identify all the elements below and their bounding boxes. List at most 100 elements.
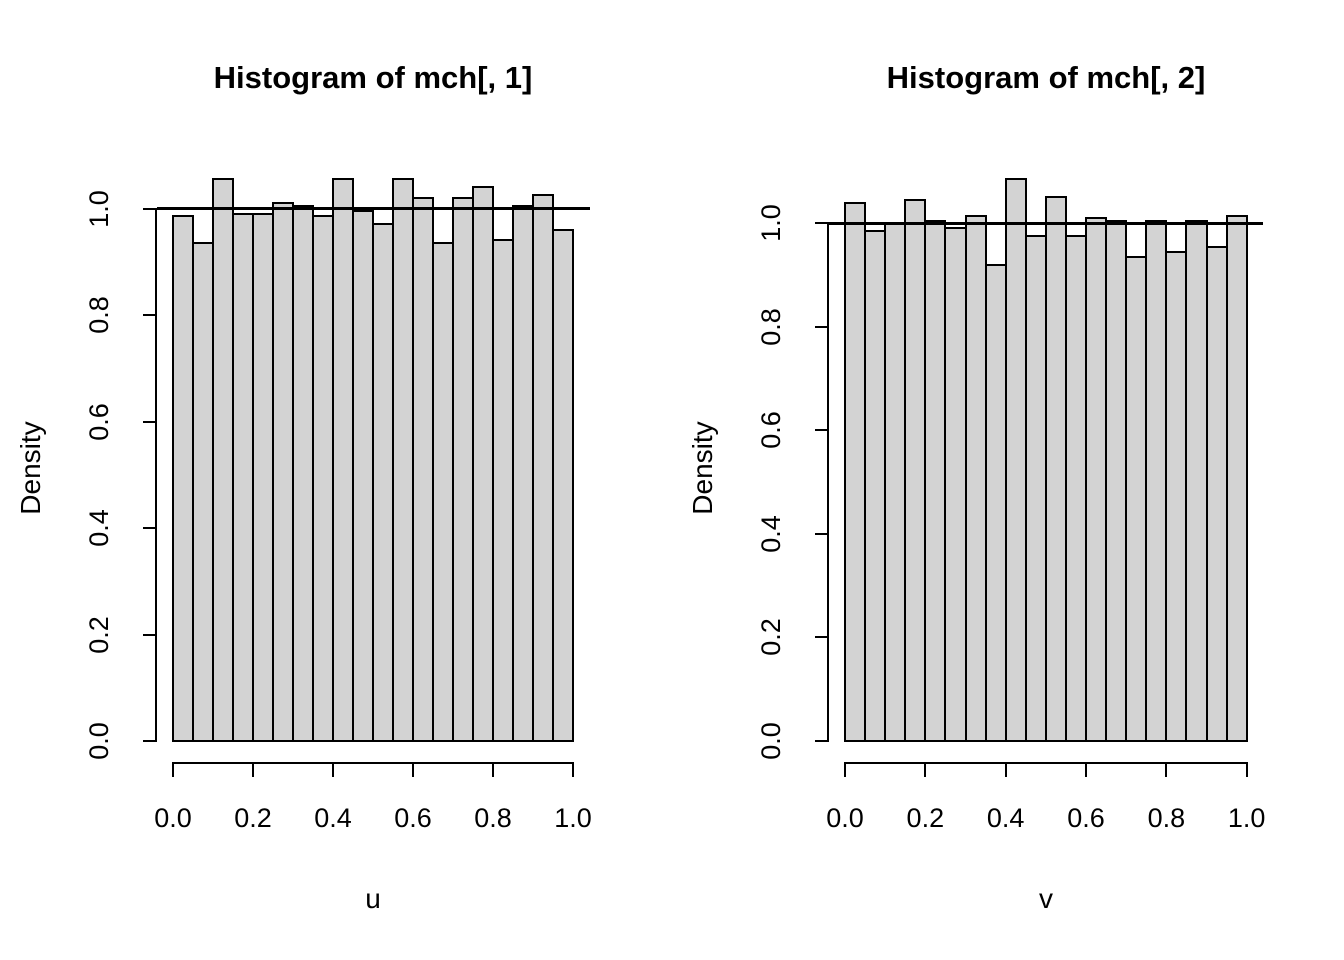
x-axis-tick <box>172 764 174 777</box>
left-plot-title: Histogram of mch[, 1] <box>213 60 533 95</box>
histogram-bar <box>392 178 414 742</box>
x-axis-tick <box>1245 764 1248 777</box>
histogram-bar <box>1206 246 1228 742</box>
y-axis-tick <box>815 325 827 328</box>
right-y-axis-title: Density <box>687 421 718 515</box>
y-tick-label: 0.6 <box>755 411 786 450</box>
histogram-bar <box>172 215 194 742</box>
histogram-bar <box>472 186 494 742</box>
x-tick-label: 1.0 <box>554 803 592 833</box>
histogram-bar <box>1185 220 1208 742</box>
histogram-bar <box>332 178 354 742</box>
histogram-bar <box>212 178 234 742</box>
histogram-bar <box>1125 256 1147 742</box>
histogram-bar <box>844 202 866 742</box>
histogram-bar <box>904 199 926 742</box>
histogram-bar <box>1065 235 1087 742</box>
y-tick-label: 0.2 <box>83 615 114 654</box>
histogram-bar <box>1045 196 1067 742</box>
y-axis-line <box>827 222 829 742</box>
y-axis-tick <box>143 527 155 529</box>
histogram-bar <box>1165 251 1187 742</box>
histogram-bar <box>492 239 514 742</box>
x-axis-tick <box>1004 764 1007 777</box>
y-tick-label: 0.4 <box>83 509 114 547</box>
y-tick-label: 0.4 <box>755 515 786 553</box>
x-axis-tick <box>332 764 334 777</box>
x-tick-label: 0.6 <box>394 803 432 833</box>
x-axis-tick <box>252 764 254 777</box>
histogram-bar <box>864 230 886 742</box>
x-tick-label: 0.2 <box>234 803 272 833</box>
y-axis-tick <box>815 636 827 639</box>
x-tick-label: 0.0 <box>154 803 192 833</box>
y-tick-label: 0.2 <box>755 618 786 657</box>
histogram-bar <box>252 213 274 742</box>
x-tick-label: 0.4 <box>314 803 352 833</box>
x-axis-tick <box>572 764 574 777</box>
left-x-axis-title: u <box>365 883 381 914</box>
right-plot-title: Histogram of mch[, 2] <box>886 60 1206 95</box>
histogram-bar <box>985 264 1007 742</box>
y-axis-tick <box>815 740 827 742</box>
reference-line <box>157 207 590 210</box>
y-axis-tick <box>143 740 155 742</box>
x-axis-tick <box>924 764 927 777</box>
y-tick-label: 0.0 <box>755 722 786 760</box>
x-axis-tick <box>844 764 846 777</box>
x-axis-tick <box>1165 764 1168 777</box>
y-tick-label: 1.0 <box>83 189 114 228</box>
histogram-bar <box>512 205 534 742</box>
right-x-axis-title: v <box>1039 883 1053 914</box>
y-tick-label: 0.6 <box>83 402 114 441</box>
histogram-bar <box>412 197 434 742</box>
histogram-bar <box>1145 220 1167 742</box>
y-axis-tick <box>143 207 155 210</box>
histogram-bar <box>1005 178 1027 742</box>
histogram-bar <box>372 223 394 742</box>
histogram-bar <box>532 194 554 742</box>
y-axis-line <box>155 207 157 742</box>
histogram-bar <box>272 202 294 742</box>
histogram-bar <box>1025 235 1047 742</box>
x-tick-label: 1.0 <box>1227 803 1266 833</box>
reference-line <box>829 221 1263 225</box>
y-axis-tick <box>815 429 827 432</box>
y-tick-label: 0.0 <box>83 722 114 760</box>
histogram-bar <box>1226 215 1248 742</box>
x-axis-tick <box>412 764 414 777</box>
x-axis-tick <box>492 764 494 777</box>
histogram-bar <box>924 220 946 742</box>
histogram-bar <box>1085 217 1107 742</box>
x-tick-label: 0.4 <box>986 803 1025 833</box>
histogram-bar <box>432 242 454 742</box>
y-axis-tick <box>815 222 827 225</box>
x-axis-tick <box>1085 764 1088 777</box>
y-tick-label: 0.8 <box>755 308 786 346</box>
histogram-bar <box>352 210 374 742</box>
histogram-bar <box>232 213 254 742</box>
histogram-bar <box>452 197 474 742</box>
y-axis-tick <box>143 420 155 423</box>
histogram-bar <box>312 215 334 742</box>
x-axis-line <box>844 762 1248 764</box>
y-axis-tick <box>815 532 827 535</box>
y-tick-label: 0.8 <box>83 296 114 334</box>
histogram-bar <box>944 227 967 742</box>
histogram-bar <box>292 205 314 742</box>
histogram-bar <box>884 222 906 742</box>
left-y-axis-title: Density <box>15 421 46 515</box>
x-tick-label: 0.8 <box>474 803 512 833</box>
x-axis-line <box>172 762 574 764</box>
x-tick-label: 0.0 <box>826 803 864 833</box>
y-axis-tick <box>143 633 155 636</box>
histogram-bar <box>192 242 214 742</box>
y-tick-label: 1.0 <box>755 204 786 243</box>
x-tick-label: 0.6 <box>1067 803 1105 833</box>
histogram-bar <box>1105 220 1127 742</box>
x-tick-label: 0.8 <box>1147 803 1186 833</box>
histogram-bar <box>552 229 574 742</box>
y-axis-tick <box>143 314 155 316</box>
x-tick-label: 0.2 <box>906 803 945 833</box>
